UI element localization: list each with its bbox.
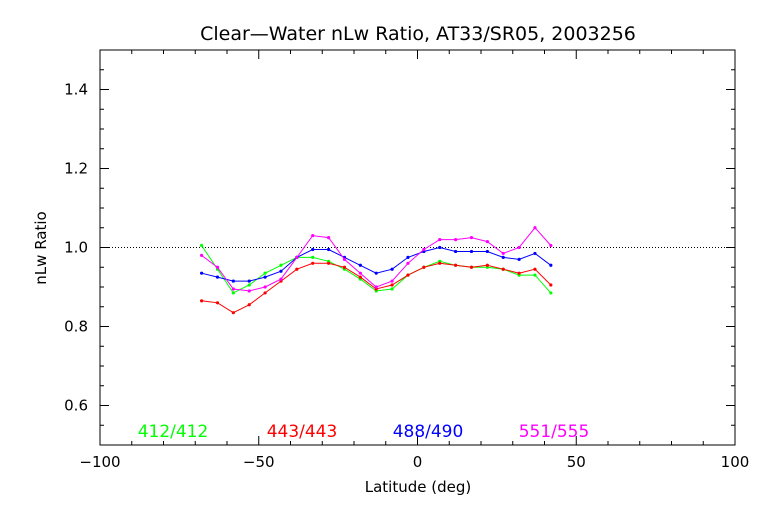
data-point-551-555 xyxy=(390,279,394,283)
x-tick-label: 50 xyxy=(567,453,586,471)
data-point-488-490 xyxy=(200,271,204,275)
data-point-443-443 xyxy=(454,263,458,267)
data-point-551-555 xyxy=(311,234,315,238)
legend-entry: 443/443 xyxy=(267,422,338,442)
data-point-412-412 xyxy=(549,291,553,295)
data-point-551-555 xyxy=(485,239,489,244)
legend: 412/412 443/443 488/490 551/555 xyxy=(138,422,590,442)
y-tick-label: 0.8 xyxy=(64,318,88,336)
data-point-443-443 xyxy=(358,275,362,279)
data-point-551-555 xyxy=(358,271,362,275)
data-point-488-490 xyxy=(549,263,553,267)
data-point-551-555 xyxy=(215,265,220,269)
data-point-443-443 xyxy=(342,265,347,269)
data-point-443-443 xyxy=(438,261,442,265)
data-point-551-555 xyxy=(517,245,521,250)
data-point-412-412 xyxy=(200,243,204,248)
data-point-488-490 xyxy=(327,247,331,252)
data-point-443-443 xyxy=(263,291,267,295)
data-point-443-443 xyxy=(469,265,474,269)
data-point-443-443 xyxy=(311,261,315,265)
data-point-551-555 xyxy=(342,257,347,261)
data-point-551-555 xyxy=(549,243,553,248)
data-point-443-443 xyxy=(501,267,505,271)
data-point-488-490 xyxy=(231,279,235,283)
data-point-551-555 xyxy=(454,238,458,242)
data-point-443-443 xyxy=(390,283,394,287)
plot-frame xyxy=(99,49,736,446)
y-tick-label: 1.2 xyxy=(64,160,88,178)
x-axis-label: Latitude (deg) xyxy=(365,478,471,496)
data-point-488-490 xyxy=(533,251,537,256)
data-point-551-555 xyxy=(200,253,204,257)
y-tick-label: 1.4 xyxy=(64,81,88,99)
data-point-488-490 xyxy=(406,255,410,259)
data-point-488-490 xyxy=(215,275,220,279)
data-point-551-555 xyxy=(533,226,537,230)
data-point-443-443 xyxy=(215,301,220,305)
data-point-488-490 xyxy=(454,249,458,254)
data-point-551-555 xyxy=(327,236,331,240)
data-point-443-443 xyxy=(295,267,299,271)
data-point-443-443 xyxy=(247,303,251,307)
data-point-488-490 xyxy=(247,279,251,283)
data-point-443-443 xyxy=(200,299,204,303)
data-point-443-443 xyxy=(422,265,426,269)
data-point-551-555 xyxy=(422,247,426,252)
data-point-443-443 xyxy=(327,261,331,265)
data-point-488-490 xyxy=(390,267,394,271)
data-point-443-443 xyxy=(533,267,537,271)
data-point-488-490 xyxy=(485,249,489,254)
axis-layer: −100 −50 0 50 100 0.6 0.8 1.0 1.2 1.4 xyxy=(64,49,750,471)
x-tick-label: −100 xyxy=(79,453,120,471)
data-point-551-555 xyxy=(279,277,283,281)
data-point-412-412 xyxy=(279,263,283,267)
data-point-412-412 xyxy=(263,271,267,275)
x-tick-label: −50 xyxy=(243,453,275,471)
y-tick-label: 1.0 xyxy=(64,239,88,257)
data-point-443-443 xyxy=(517,271,521,275)
data-point-412-412 xyxy=(231,291,235,295)
series-line-488-490 xyxy=(201,246,552,282)
data-point-488-490 xyxy=(374,271,378,275)
data-point-551-555 xyxy=(295,255,299,259)
data-point-488-490 xyxy=(438,245,442,250)
data-point-488-490 xyxy=(279,269,283,273)
data-point-551-555 xyxy=(501,251,505,256)
x-tick-label: 100 xyxy=(721,453,750,471)
data-point-443-443 xyxy=(231,311,235,315)
data-point-488-490 xyxy=(469,249,474,254)
data-point-443-443 xyxy=(406,273,410,277)
data-point-488-490 xyxy=(517,257,521,261)
data-point-412-412 xyxy=(247,283,251,287)
data-point-488-490 xyxy=(358,263,362,267)
data-point-412-412 xyxy=(390,287,394,291)
data-point-551-555 xyxy=(263,285,267,289)
data-point-443-443 xyxy=(549,283,553,287)
data-point-488-490 xyxy=(501,255,505,259)
legend-entry: 412/412 xyxy=(138,422,209,442)
y-tick-label: 0.6 xyxy=(64,397,88,415)
x-tick-label: 0 xyxy=(413,453,423,471)
series-layer xyxy=(200,226,553,315)
data-point-551-555 xyxy=(469,236,474,240)
data-point-488-490 xyxy=(311,247,315,252)
y-axis-label: nLw Ratio xyxy=(32,211,50,284)
data-point-443-443 xyxy=(485,263,489,267)
data-point-551-555 xyxy=(374,285,378,289)
data-point-412-412 xyxy=(533,273,537,277)
data-point-551-555 xyxy=(231,287,235,291)
legend-entry: 551/555 xyxy=(519,422,590,442)
data-point-551-555 xyxy=(406,261,410,265)
data-point-551-555 xyxy=(438,238,442,242)
legend-entry: 488/490 xyxy=(393,422,464,442)
data-point-488-490 xyxy=(263,275,267,279)
data-point-412-412 xyxy=(311,255,315,259)
data-point-551-555 xyxy=(247,289,251,293)
chart-title: Clear—Water nLw Ratio, AT33/SR05, 200325… xyxy=(200,23,636,45)
